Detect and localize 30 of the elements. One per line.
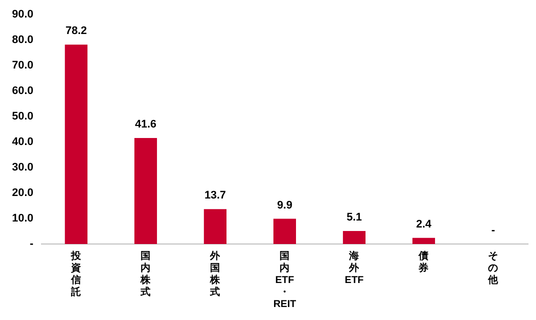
data-label: 78.2: [65, 25, 87, 38]
x-tick-label: 外国株式: [209, 250, 222, 298]
bar: [412, 238, 436, 244]
data-label: 9.9: [277, 199, 292, 212]
bar: [64, 44, 88, 244]
data-label: 5.1: [346, 212, 362, 224]
y-tick-label: 40.0: [12, 136, 34, 148]
x-tick-label: 債券: [418, 250, 430, 274]
y-tick-label: 90.0: [12, 8, 34, 21]
data-label: 2.4: [416, 218, 432, 230]
x-tick-label: 国内株式: [140, 250, 152, 298]
bar: [342, 231, 366, 244]
y-tick-label: 80.0: [12, 34, 34, 46]
x-tick-label: 投資信託: [70, 250, 82, 298]
bar: [204, 209, 226, 244]
data-label: -: [491, 224, 496, 237]
x-tick-label: その他: [487, 250, 500, 286]
bar: [134, 138, 157, 244]
y-tick-label: 50.0: [12, 110, 34, 123]
data-label: 41.6: [134, 118, 156, 130]
y-tick-label: 70.0: [12, 60, 34, 72]
bar: [273, 218, 296, 244]
y-tick-label: 20.0: [12, 187, 34, 200]
x-tick-label: 海外ETF: [344, 250, 364, 286]
x-tick-label: 国内ETF・REIT: [273, 250, 296, 310]
y-tick-label: 60.0: [12, 85, 34, 98]
y-tick-label: -: [30, 238, 34, 250]
y-tick-label: 10.0: [12, 212, 34, 225]
y-tick-label: 30.0: [12, 162, 34, 174]
data-label: 13.7: [204, 190, 226, 202]
